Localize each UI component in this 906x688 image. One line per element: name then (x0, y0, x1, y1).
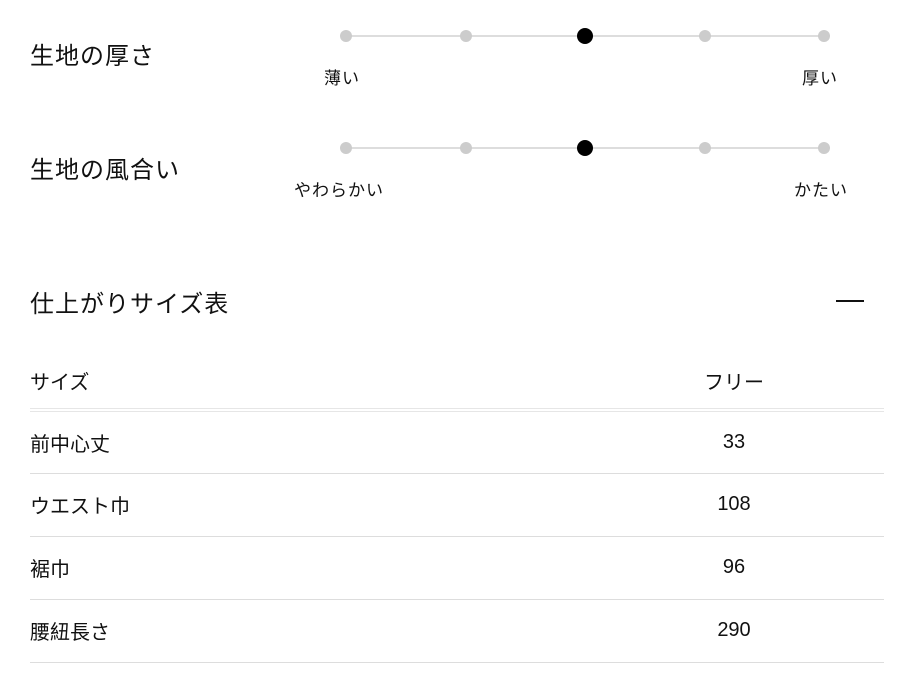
table-row: 裾巾 96 (30, 536, 884, 600)
scale-dot (698, 142, 711, 154)
row-value: 96 (584, 536, 884, 600)
size-table-title: 仕上がりサイズ表 (30, 291, 230, 318)
scale-max-label: 厚い (802, 69, 838, 88)
scale-min-label: 薄い (324, 69, 360, 88)
attribute-label: 生地の風合い (30, 157, 180, 184)
scale-dot (459, 142, 472, 154)
row-value: 33 (584, 410, 884, 474)
scale-dot (340, 30, 352, 42)
scale-dot-selected (577, 28, 593, 44)
row-label: 前中心丈 (30, 410, 584, 474)
row-value: 290 (584, 599, 884, 663)
scale-min-label: やわらかい (294, 181, 384, 200)
scale-dot-selected (577, 140, 593, 156)
row-label: 腰紐長さ (30, 599, 584, 663)
thickness-scale (340, 28, 830, 44)
scale-max-label: かたい (794, 181, 848, 200)
attribute-label: 生地の厚さ (30, 43, 155, 70)
row-value: 108 (584, 473, 884, 537)
row-label: ウエスト巾 (30, 473, 584, 537)
header-size: サイズ (30, 352, 584, 411)
scale-dot (340, 142, 352, 154)
header-free: フリー (584, 352, 884, 411)
table-row: 前中心丈 33 (30, 410, 884, 474)
minus-icon[interactable] (836, 300, 864, 302)
row-label: 裾巾 (30, 536, 584, 600)
scale-dot (818, 30, 830, 42)
table-row: 腰紐長さ 290 (30, 599, 884, 663)
scale-dot (459, 30, 472, 42)
texture-scale (340, 140, 830, 156)
scale-dot (698, 30, 711, 42)
size-table: サイズ フリー 前中心丈 33 ウエスト巾 108 裾巾 96 腰紐長さ 290 (30, 352, 884, 663)
table-row: ウエスト巾 108 (30, 473, 884, 537)
table-header-row: サイズ フリー (30, 352, 884, 411)
scale-dot (818, 142, 830, 154)
